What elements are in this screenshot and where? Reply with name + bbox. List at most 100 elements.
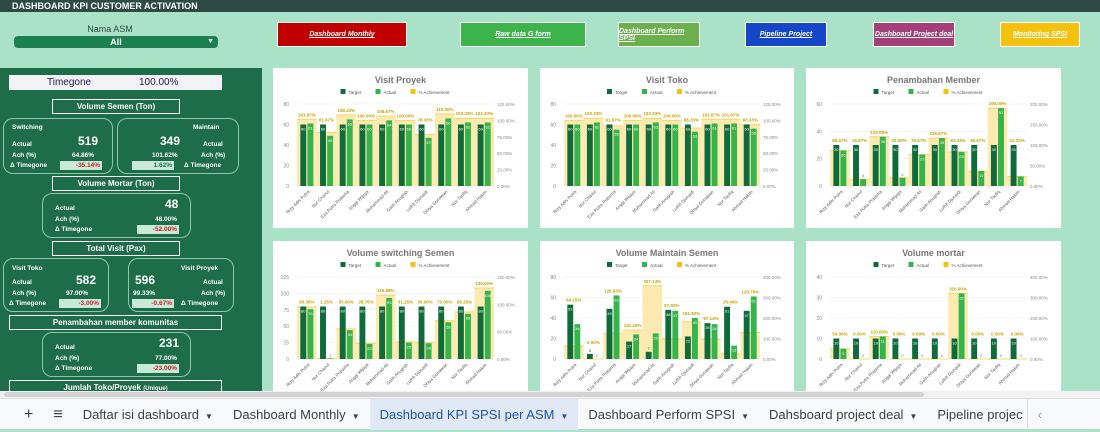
achievement-label: 76.67% — [911, 138, 926, 143]
tab-label: Dashboard KPI SPSI per ASM — [379, 406, 555, 422]
target-bar — [684, 124, 691, 186]
nav-pipeline-project-button[interactable]: Pipeline Project — [745, 22, 827, 47]
achievement-area — [642, 118, 662, 186]
achievement-label: 320.00% — [949, 286, 967, 291]
achievement-area — [948, 293, 968, 359]
horizontal-scrollbar[interactable] — [0, 391, 1100, 398]
x-tick-label: Nur Chairul — [577, 362, 597, 382]
y-tick-label: 0 — [553, 184, 556, 190]
achievement-area — [316, 132, 337, 186]
target-bar — [684, 336, 691, 359]
tab-pipeline-project[interactable]: Pipeline projec — [927, 399, 1026, 430]
achievement-label: 103.33% — [456, 111, 474, 116]
achievement-label: 91.67% — [605, 118, 620, 123]
target-bar — [990, 338, 997, 359]
target-data-label: 10 — [992, 341, 997, 346]
visit-proyek-card: Visit Proyek 596 Actual 99.33% Ach (%) -… — [128, 258, 234, 312]
legend-swatch — [340, 262, 346, 267]
y2-tick-label: 0.00% — [1030, 184, 1043, 189]
actual-bar — [998, 108, 1004, 186]
target-bar — [645, 351, 652, 359]
target-data-label: 60 — [459, 127, 464, 132]
nav-monitoring-spsi-button[interactable]: Monitoring SPSI — [1000, 22, 1080, 47]
tab-dashboard-monthly[interactable]: Dashboard Monthly ▼ — [223, 399, 370, 430]
nav-perform-spsi-button[interactable]: Dashboard Perform SPSI — [618, 22, 700, 47]
tab-daftar-isi[interactable]: Daftar isi dashboard ▼ — [73, 399, 223, 430]
visit-proyek-timegone-delta: -0.67% — [132, 299, 174, 308]
target-bar — [477, 306, 484, 359]
legend-swatch — [642, 89, 647, 94]
chart-title: Volume mortar — [902, 248, 965, 258]
y2-tick-label: 25.00% — [763, 168, 778, 173]
ach-label: Ach (%) — [12, 152, 37, 159]
actual-data-label: 32 — [959, 295, 964, 300]
achievement-label: 0.00% — [971, 332, 984, 337]
achievement-area — [454, 118, 475, 186]
achievement-label: 0.00% — [1011, 332, 1024, 337]
legend-swatch — [943, 262, 949, 267]
achievement-area — [434, 113, 455, 186]
target-bar — [971, 338, 978, 359]
actual-data-label: 61 — [712, 125, 717, 130]
target-data-label: 60 — [419, 127, 424, 132]
add-sheet-icon[interactable]: + — [24, 405, 34, 423]
y-tick-label: 75 — [283, 308, 289, 314]
achievement-label: 103.33% — [585, 111, 603, 116]
tab-perform-spsi[interactable]: Dashboard Perform SPSI ▼ — [578, 399, 759, 430]
x-tick-label: Nur Taufiq — [716, 362, 734, 380]
target-data-label: 10 — [972, 341, 977, 346]
actual-bar — [405, 342, 412, 359]
target-bar — [645, 124, 652, 186]
achievement-label: 1.25% — [320, 300, 333, 305]
achievement-area — [375, 295, 396, 359]
switching-title: Switching — [12, 124, 43, 131]
timegone-delta-label: Δ Timegone — [181, 300, 219, 307]
legend-label: Target — [349, 90, 362, 95]
target-bar — [665, 309, 672, 359]
all-sheets-menu-icon[interactable]: ≡ — [53, 405, 63, 423]
achievement-area — [474, 287, 494, 359]
legend-label: % Achievement — [685, 90, 717, 95]
x-tick-label: Rizy Adhi Putra — [818, 362, 844, 388]
x-tick-label: Nur Taufiq — [450, 362, 468, 380]
actual-bar — [465, 122, 471, 186]
nav-raw-data-button[interactable]: Raw data G form — [460, 22, 586, 47]
legend-swatch — [908, 89, 914, 94]
legend-swatch — [340, 89, 346, 94]
actual-bar — [879, 336, 886, 359]
member-actual: 231 — [159, 336, 180, 350]
target-data-label: 60 — [646, 127, 651, 132]
target-data-label: 60 — [686, 127, 691, 132]
legend-swatch — [677, 262, 682, 267]
achievement-area — [564, 345, 584, 359]
target-bar — [457, 124, 464, 186]
achievement-label: 0.00% — [912, 332, 925, 337]
nav-dashboard-monthly-button[interactable]: Dashboard Monthly — [277, 22, 407, 47]
actual-data-label: 34 — [575, 326, 580, 331]
actual-bar — [958, 151, 965, 186]
achievement-area — [720, 353, 741, 359]
y2-tick-label: 400.00% — [1030, 275, 1048, 280]
y2-tick-label: 0.00% — [1030, 357, 1043, 362]
asm-filter-dropdown[interactable]: All ▼ — [14, 36, 218, 48]
y2-tick-label: 100.00% — [1030, 143, 1048, 148]
actual-data-label: 40 — [693, 320, 698, 325]
target-bar — [320, 124, 326, 186]
target-data-label: 48 — [666, 312, 671, 317]
actual-bar — [879, 136, 886, 186]
chevron-down-icon: ▼ — [560, 411, 569, 421]
tab-project-deal[interactable]: Dahsboard project deal ▼ — [759, 399, 927, 430]
target-data-label: 10 — [834, 341, 839, 346]
target-bar — [379, 124, 386, 186]
scroll-tabs-left-icon[interactable]: ‹ — [1026, 398, 1052, 430]
y-tick-label: 10 — [816, 337, 822, 343]
target-bar — [951, 338, 958, 359]
scrollbar-thumb[interactable] — [4, 392, 924, 397]
tab-dashboard-kpi-spsi[interactable]: Dashboard KPI SPSI per ASM ▼ — [369, 398, 579, 430]
achievement-label: 116.67% — [930, 131, 948, 136]
title-bar: DASHBOARD KPI CUSTOMER ACTIVATION — [0, 0, 1100, 12]
achievement-label: 190.00% — [989, 101, 1007, 106]
target-data-label: 10 — [854, 341, 859, 346]
achievement-label: 16.67% — [852, 138, 867, 143]
nav-project-deal-button[interactable]: Dashboard Project deal — [873, 22, 955, 47]
